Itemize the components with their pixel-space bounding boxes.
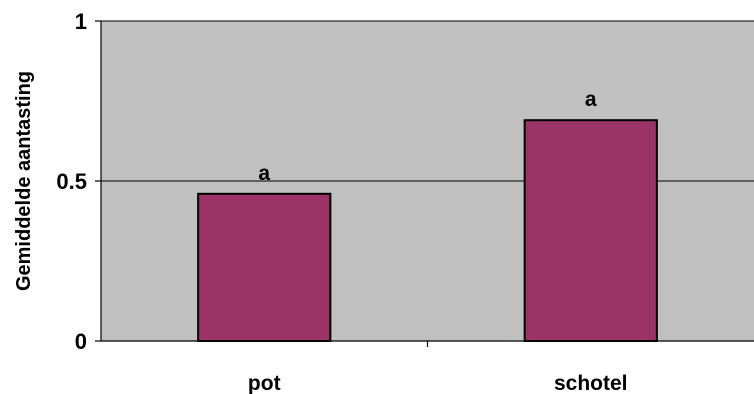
labels: 0 0.5 1 a pot a schotel xyxy=(56,9,627,394)
x-tick-label: schotel xyxy=(554,372,628,394)
y-tick-label: 0.5 xyxy=(56,169,87,194)
x-tick-label: pot xyxy=(248,372,281,394)
bars xyxy=(197,119,658,342)
y-axis-title: Gemiddelde aantasting xyxy=(13,71,35,291)
y-tick-label: 0 xyxy=(75,329,87,354)
bar-pot xyxy=(197,192,332,342)
ticks xyxy=(95,20,429,347)
data-label: a xyxy=(585,88,597,111)
y-tick-label: 1 xyxy=(75,9,87,34)
data-label: a xyxy=(258,162,270,185)
bar-schotel xyxy=(523,119,658,342)
